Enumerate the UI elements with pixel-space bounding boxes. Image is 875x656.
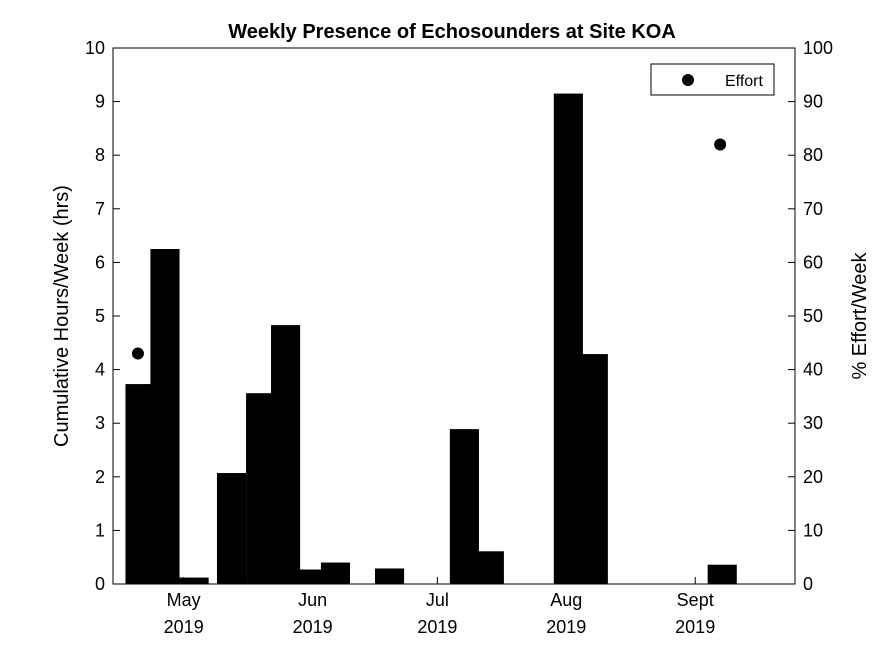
y-tick-label: 7 xyxy=(95,199,105,219)
y-axis-label: Cumulative Hours/Week (hrs) xyxy=(51,185,73,447)
bar xyxy=(150,249,180,584)
y-tick-label: 8 xyxy=(95,145,105,165)
y-tick-label: 5 xyxy=(95,306,105,326)
legend-box xyxy=(650,63,775,96)
y-tick-label: 9 xyxy=(95,92,105,112)
legend: Effort xyxy=(650,63,775,96)
y2-tick-label: 80 xyxy=(803,145,823,165)
bar xyxy=(707,564,737,584)
effort-points-layer xyxy=(131,138,727,360)
y-tick-label: 6 xyxy=(95,252,105,272)
y2-tick-label: 90 xyxy=(803,92,823,112)
bar xyxy=(246,393,276,584)
bar xyxy=(295,569,326,584)
bar xyxy=(320,562,351,584)
ticks-layer: 0123456789100102030405060708090100May201… xyxy=(85,38,833,637)
x-tick-label-month: Jun xyxy=(298,590,327,610)
y-tick-label: 1 xyxy=(95,520,105,540)
effort-point xyxy=(131,347,144,360)
y2-tick-label: 60 xyxy=(803,252,823,272)
bar xyxy=(449,429,479,584)
chart-title: Weekly Presence of Echosounders at Site … xyxy=(228,21,676,43)
y2-tick-label: 50 xyxy=(803,306,823,326)
x-tick-label-month: May xyxy=(167,590,201,610)
x-tick-label-month: Jul xyxy=(426,590,449,610)
y2-tick-label: 30 xyxy=(803,413,823,433)
bar xyxy=(216,473,247,584)
x-tick-label-year: 2019 xyxy=(417,617,457,637)
legend-effort-marker xyxy=(682,74,694,86)
legend-effort-label: Effort xyxy=(725,73,764,90)
y2-tick-label: 70 xyxy=(803,199,823,219)
bar xyxy=(179,577,209,584)
x-tick-label-year: 2019 xyxy=(675,617,715,637)
x-tick-label-year: 2019 xyxy=(293,617,333,637)
bar xyxy=(374,568,405,584)
bar xyxy=(474,551,504,584)
y-tick-label: 3 xyxy=(95,413,105,433)
x-tick-label-month: Aug xyxy=(550,590,582,610)
y-tick-label: 10 xyxy=(85,38,105,58)
x-tick-label-year: 2019 xyxy=(546,617,586,637)
effort-point xyxy=(714,138,727,151)
y2-tick-label: 0 xyxy=(803,574,813,594)
bars-layer xyxy=(125,93,737,584)
x-tick-label-month: Sept xyxy=(677,590,714,610)
y2-axis-label: % Effort/Week xyxy=(849,251,871,379)
y2-tick-label: 10 xyxy=(803,520,823,540)
y-tick-label: 0 xyxy=(95,574,105,594)
y2-tick-label: 100 xyxy=(803,38,833,58)
bar xyxy=(578,354,608,584)
y-tick-label: 4 xyxy=(95,360,105,380)
bar xyxy=(125,384,155,584)
y2-tick-label: 20 xyxy=(803,467,823,487)
bar xyxy=(553,93,583,584)
x-tick-label-year: 2019 xyxy=(164,617,204,637)
bar xyxy=(271,325,301,584)
y-tick-label: 2 xyxy=(95,467,105,487)
y2-tick-label: 40 xyxy=(803,360,823,380)
